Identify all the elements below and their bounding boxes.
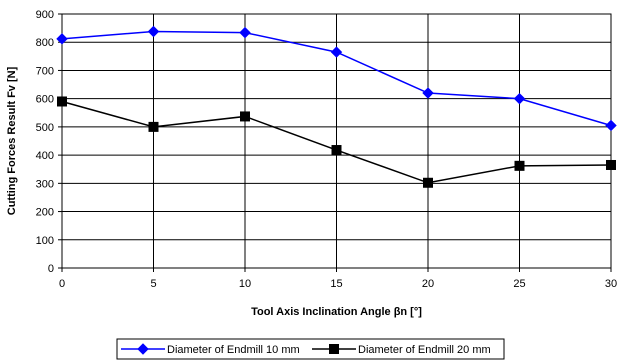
data-point xyxy=(239,26,251,39)
data-point xyxy=(148,121,159,132)
y-tick-label: 0 xyxy=(48,263,54,275)
series-layer xyxy=(56,25,617,188)
legend: Diameter of Endmill 10 mm Diameter of En… xyxy=(116,338,505,360)
y-tick-label: 800 xyxy=(36,37,54,49)
x-tick-label: 15 xyxy=(330,278,342,290)
data-point xyxy=(330,46,343,58)
legend-marker-series-2 xyxy=(329,344,339,354)
x-tick-label: 30 xyxy=(605,278,617,290)
data-point xyxy=(240,111,250,122)
data-point xyxy=(147,25,160,38)
y-tick-label: 200 xyxy=(36,207,54,219)
axis-ticks: 0 100 200 300 400 500 600 700 800 900 0 5 10 15 20 25 30 xyxy=(36,9,617,290)
data-point xyxy=(56,33,68,45)
data-point xyxy=(513,92,526,105)
y-tick-label: 400 xyxy=(36,150,54,162)
y-tick-label: 100 xyxy=(36,235,54,247)
data-point xyxy=(606,159,616,170)
data-point xyxy=(423,177,433,188)
x-tick-label: 0 xyxy=(59,278,65,290)
data-point xyxy=(331,145,342,156)
y-tick-label: 900 xyxy=(36,9,54,21)
data-point xyxy=(57,96,67,107)
series-1 xyxy=(56,25,617,132)
legend-label-series-2: Diameter of Endmill 20 mm xyxy=(358,344,491,356)
x-tick-label: 25 xyxy=(513,278,525,290)
data-point xyxy=(422,87,434,99)
x-tick-label: 10 xyxy=(239,278,251,290)
legend-marker-shape xyxy=(329,344,339,354)
legend-marker-shape xyxy=(137,343,149,355)
x-tick-label: 5 xyxy=(150,278,156,290)
legend-label-series-1: Diameter of Endmill 10 mm xyxy=(167,344,300,356)
y-tick-label: 300 xyxy=(36,178,54,190)
y-axis-title: Cutting Forces Result Fv [N] xyxy=(6,66,18,215)
y-tick-label: 700 xyxy=(36,65,54,77)
data-point xyxy=(605,119,617,132)
data-point xyxy=(514,160,525,171)
y-tick-label: 600 xyxy=(36,94,54,106)
y-tick-label: 500 xyxy=(36,122,54,134)
x-tick-label: 20 xyxy=(422,278,434,290)
legend-marker-series-1 xyxy=(137,343,149,355)
x-axis-title: Tool Axis Inclination Angle βn [°] xyxy=(251,306,422,318)
series-2 xyxy=(57,96,616,188)
legend-box xyxy=(116,338,505,360)
